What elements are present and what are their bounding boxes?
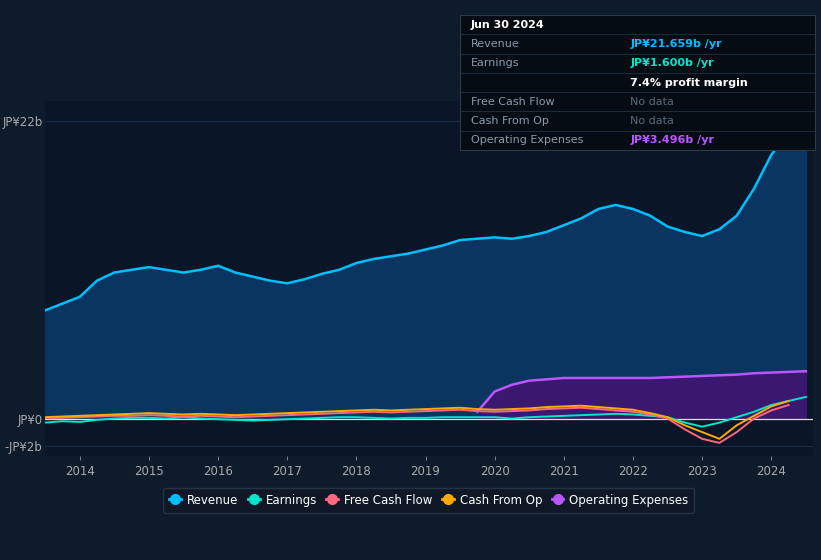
Text: Cash From Op: Cash From Op [470, 116, 548, 126]
Legend: Revenue, Earnings, Free Cash Flow, Cash From Op, Operating Expenses: Revenue, Earnings, Free Cash Flow, Cash … [163, 488, 695, 513]
Text: Revenue: Revenue [470, 39, 520, 49]
Text: Operating Expenses: Operating Expenses [470, 136, 583, 146]
Text: Jun 30 2024: Jun 30 2024 [470, 20, 544, 30]
Text: No data: No data [631, 97, 674, 107]
Text: JP¥21.659b /yr: JP¥21.659b /yr [631, 39, 722, 49]
Text: JP¥1.600b /yr: JP¥1.600b /yr [631, 58, 714, 68]
Text: Free Cash Flow: Free Cash Flow [470, 97, 554, 107]
Text: No data: No data [631, 116, 674, 126]
Text: JP¥3.496b /yr: JP¥3.496b /yr [631, 136, 714, 146]
Text: 7.4% profit margin: 7.4% profit margin [631, 77, 748, 87]
Text: Earnings: Earnings [470, 58, 519, 68]
